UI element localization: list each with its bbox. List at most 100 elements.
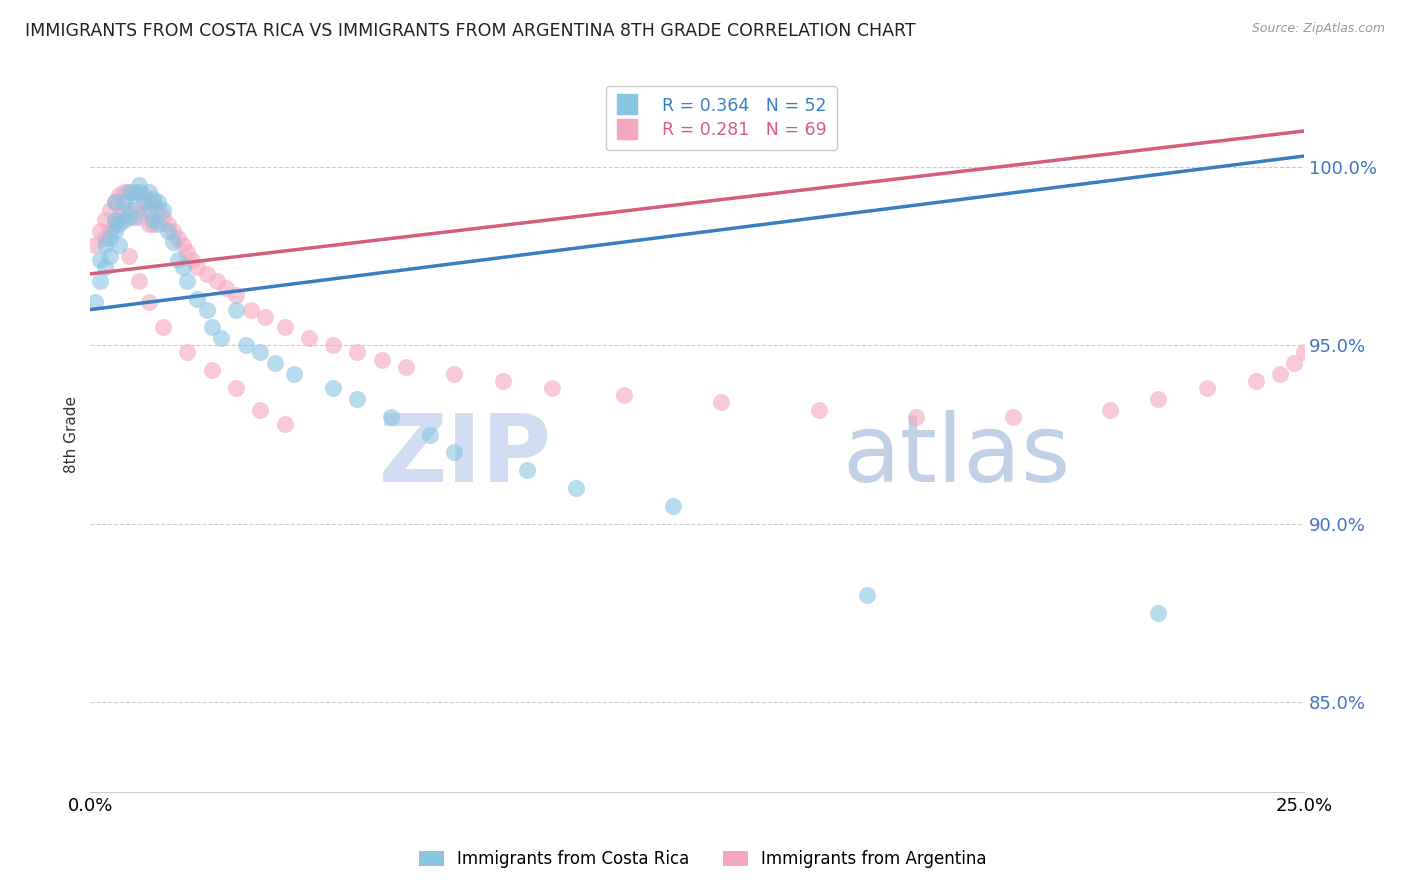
Point	[138, 195, 160, 210]
Point	[148, 202, 170, 217]
Point	[540, 381, 562, 395]
Point	[94, 213, 117, 227]
Point	[156, 217, 179, 231]
Point	[118, 185, 141, 199]
Point	[128, 185, 150, 199]
Point	[152, 202, 174, 217]
Point	[235, 338, 257, 352]
Point	[710, 395, 733, 409]
Point	[443, 445, 465, 459]
Text: Source: ZipAtlas.com: Source: ZipAtlas.com	[1251, 22, 1385, 36]
Point	[89, 274, 111, 288]
Point	[142, 195, 165, 210]
Point	[1147, 606, 1170, 620]
Point	[132, 195, 155, 210]
Point	[205, 274, 228, 288]
Point	[118, 249, 141, 263]
Point	[112, 213, 135, 227]
Point	[249, 402, 271, 417]
Point	[112, 202, 135, 217]
Point	[346, 392, 368, 406]
Point	[84, 295, 107, 310]
Point	[239, 302, 262, 317]
Point	[108, 217, 131, 231]
Point	[98, 249, 121, 263]
Point	[166, 231, 188, 245]
Point	[152, 210, 174, 224]
Point	[132, 202, 155, 217]
Point	[118, 202, 141, 217]
Point	[104, 213, 127, 227]
Point	[380, 409, 402, 424]
Point	[283, 367, 305, 381]
Point	[186, 292, 208, 306]
Point	[225, 381, 247, 395]
Text: IMMIGRANTS FROM COSTA RICA VS IMMIGRANTS FROM ARGENTINA 8TH GRADE CORRELATION CH: IMMIGRANTS FROM COSTA RICA VS IMMIGRANTS…	[25, 22, 915, 40]
Point	[370, 352, 392, 367]
Point	[565, 481, 588, 495]
Point	[89, 224, 111, 238]
Point	[128, 210, 150, 224]
Point	[172, 260, 194, 274]
Point	[1147, 392, 1170, 406]
Point	[98, 224, 121, 238]
Point	[807, 402, 830, 417]
Point	[172, 238, 194, 252]
Point	[162, 235, 184, 249]
Point	[856, 588, 879, 602]
Point	[662, 499, 685, 513]
Point	[516, 463, 538, 477]
Point	[419, 427, 441, 442]
Point	[346, 345, 368, 359]
Legend:   R = 0.364   N = 52,   R = 0.281   N = 69: R = 0.364 N = 52, R = 0.281 N = 69	[606, 87, 837, 150]
Point	[186, 260, 208, 274]
Point	[322, 381, 344, 395]
Point	[112, 195, 135, 210]
Point	[104, 224, 127, 238]
Point	[443, 367, 465, 381]
Point	[1195, 381, 1218, 395]
Point	[225, 288, 247, 302]
Point	[1098, 402, 1121, 417]
Legend: Immigrants from Costa Rica, Immigrants from Argentina: Immigrants from Costa Rica, Immigrants f…	[412, 844, 994, 875]
Point	[132, 188, 155, 202]
Point	[94, 231, 117, 245]
Point	[84, 238, 107, 252]
Point	[176, 274, 198, 288]
Point	[273, 417, 295, 431]
Point	[122, 202, 145, 217]
Point	[1244, 374, 1267, 388]
Point	[395, 359, 418, 374]
Point	[94, 260, 117, 274]
Point	[181, 252, 204, 267]
Point	[1294, 345, 1316, 359]
Point	[156, 224, 179, 238]
Point	[904, 409, 927, 424]
Point	[152, 320, 174, 334]
Point	[128, 274, 150, 288]
Point	[142, 192, 165, 206]
Point	[122, 185, 145, 199]
Point	[122, 210, 145, 224]
Point	[104, 195, 127, 210]
Point	[195, 302, 218, 317]
Point	[98, 202, 121, 217]
Point	[104, 217, 127, 231]
Point	[254, 310, 277, 324]
Point	[128, 185, 150, 199]
Point	[104, 195, 127, 210]
Point	[273, 320, 295, 334]
Point	[118, 185, 141, 199]
Point	[249, 345, 271, 359]
Point	[142, 217, 165, 231]
Point	[322, 338, 344, 352]
Point	[298, 331, 321, 345]
Point	[138, 295, 160, 310]
Point	[201, 363, 224, 377]
Point	[108, 210, 131, 224]
Point	[1284, 356, 1306, 370]
Point	[201, 320, 224, 334]
Point	[112, 185, 135, 199]
Point	[195, 267, 218, 281]
Point	[166, 252, 188, 267]
